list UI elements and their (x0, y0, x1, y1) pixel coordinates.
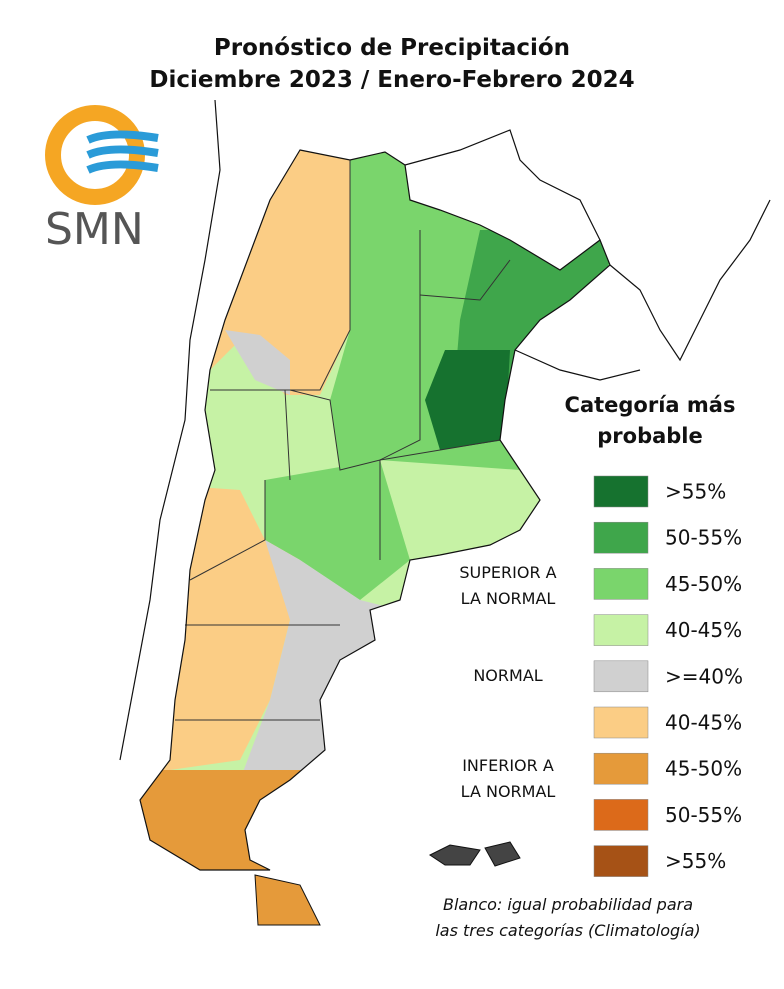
group-label: SUPERIOR A (459, 563, 556, 582)
region (140, 770, 340, 870)
legend-label: 50-55% (665, 526, 742, 550)
region (265, 460, 410, 600)
legend-title: probable (597, 424, 703, 448)
legend-swatch (593, 660, 649, 693)
legend-swatch (593, 568, 649, 600)
legend-title: Categoría más (565, 393, 736, 417)
title-line: Diciembre 2023 / Enero-Febrero 2024 (149, 67, 634, 93)
legend-label: >55% (665, 480, 726, 504)
legend: >55% 50-55% 45-50% 40-45% >=40% 40-45% 45-50% 5… (459, 475, 743, 877)
note: las tres categorías (Climatología) (435, 921, 700, 940)
legend-label: 40-45% (665, 618, 742, 642)
logo: SMN (45, 105, 159, 255)
region (425, 350, 510, 450)
tierra-del-fuego (254, 874, 321, 926)
logo-text: SMN (45, 204, 144, 255)
legend-label: 45-50% (665, 572, 742, 596)
legend-label: 40-45% (665, 711, 742, 735)
neighbor-borders (119, 99, 771, 761)
group-label: NORMAL (473, 666, 542, 685)
legend-swatch (593, 799, 649, 831)
legend-label: >=40% (665, 664, 743, 688)
legend-swatch (593, 706, 649, 739)
group-label: LA NORMAL (461, 589, 556, 608)
legend-swatch (593, 475, 649, 508)
province-lines (175, 160, 511, 721)
legend-swatch (593, 521, 649, 554)
legend-label: 45-50% (665, 757, 742, 781)
note: Blanco: igual probabilidad para (443, 895, 693, 914)
legend-swatch (593, 845, 649, 877)
legend-swatch (593, 752, 649, 785)
group-label: INFERIOR A (462, 756, 554, 775)
legend-swatch (593, 614, 649, 646)
islands (429, 841, 521, 867)
legend-label: >55% (665, 849, 726, 873)
group-label: LA NORMAL (461, 782, 556, 801)
title-line: Pronóstico de Precipitación (214, 35, 570, 61)
region (225, 330, 290, 395)
legend-label: 50-55% (665, 803, 742, 827)
